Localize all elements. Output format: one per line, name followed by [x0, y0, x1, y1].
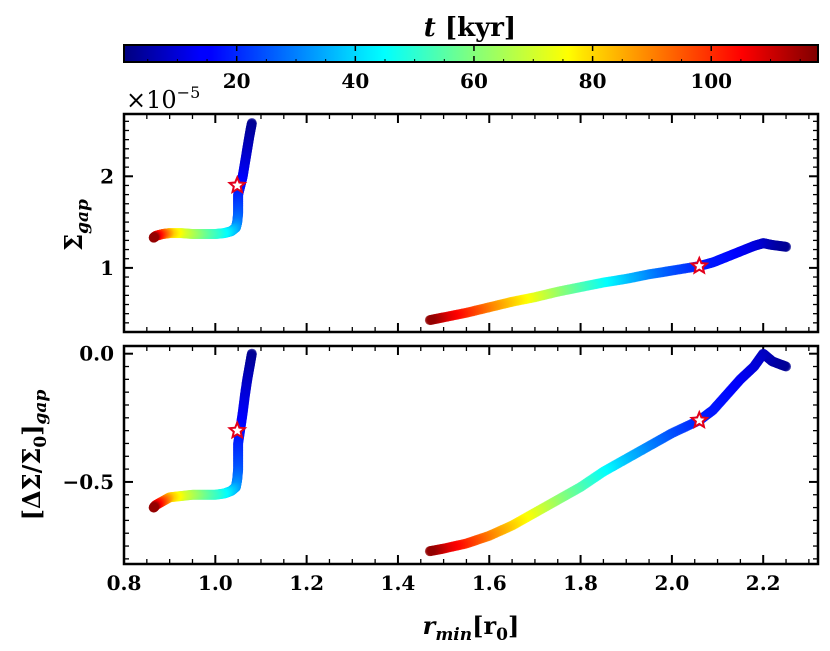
bottom-xlabel: rmin[r0]: [423, 611, 520, 645]
data-point-series-1: [424, 315, 435, 326]
star-marker: [227, 174, 248, 195]
x-tick-label: 0.8: [107, 571, 142, 595]
colorbar-label-var: t: [424, 13, 436, 43]
top-axes-frame: [122, 112, 820, 334]
bottom-axes: 0.8 1.0 1.2 1.4 1.6 1.8 2.0 2.2 0.0 −0.5: [62, 342, 818, 595]
bottom-scatter-points: [148, 348, 792, 557]
y-tick-label: 1: [100, 256, 114, 280]
x-tick-label: 2.0: [654, 571, 689, 595]
colorbar-ticks: 20 40 60 80 100: [147, 45, 801, 93]
x-tick-label: 1.2: [289, 571, 324, 595]
star-marker: [689, 255, 710, 275]
colorbar-gradient: [123, 44, 819, 63]
x-tick-label: 2.2: [746, 571, 781, 595]
x-tick-label: 1.0: [198, 571, 233, 595]
colorbar-tick-label: 80: [579, 69, 607, 93]
panel-top-sigma-gap: ×10−5 12 Σgap: [59, 83, 820, 334]
offset-text: ×10−5: [126, 83, 200, 114]
data-point-series-1: [424, 546, 435, 557]
data-point-series-0: [148, 502, 159, 513]
panel-bottom-delta-sigma: 0.8 1.0 1.2 1.4 1.6 1.8 2.0 2.2 0.0 −0.5 [ΔΣ/Σ0]g…: [17, 342, 820, 645]
colorbar-tick-label: 60: [460, 69, 488, 93]
y-tick-label: 2: [100, 164, 114, 188]
colorbar-tick-label: 100: [690, 69, 732, 93]
top-ylabel: Σgap: [59, 199, 93, 251]
star-marker: [689, 409, 710, 429]
x-tick-label: 1.4: [381, 571, 416, 595]
x-tick-label: 1.8: [563, 571, 598, 595]
bottom-axes-frame: [122, 344, 820, 566]
top-axes: 12: [100, 114, 818, 333]
colorbar-tick-label: 20: [223, 69, 251, 93]
colorbar: t [kyr] 20 40 60 80 100: [123, 13, 819, 93]
x-tick-label: 1.6: [472, 571, 507, 595]
colorbar-label: t [kyr]: [424, 13, 517, 43]
colorbar-tick-label: 40: [341, 69, 369, 93]
data-point-series-0: [148, 232, 159, 243]
top-scatter-points: [148, 118, 792, 326]
star-marker: [227, 420, 248, 440]
colorbar-label-unit: [kyr]: [445, 13, 516, 43]
y-tick-label: 0.0: [79, 342, 114, 366]
bottom-ylabel: [ΔΣ/Σ0]gap: [17, 390, 51, 521]
y-tick-label: −0.5: [62, 470, 114, 494]
